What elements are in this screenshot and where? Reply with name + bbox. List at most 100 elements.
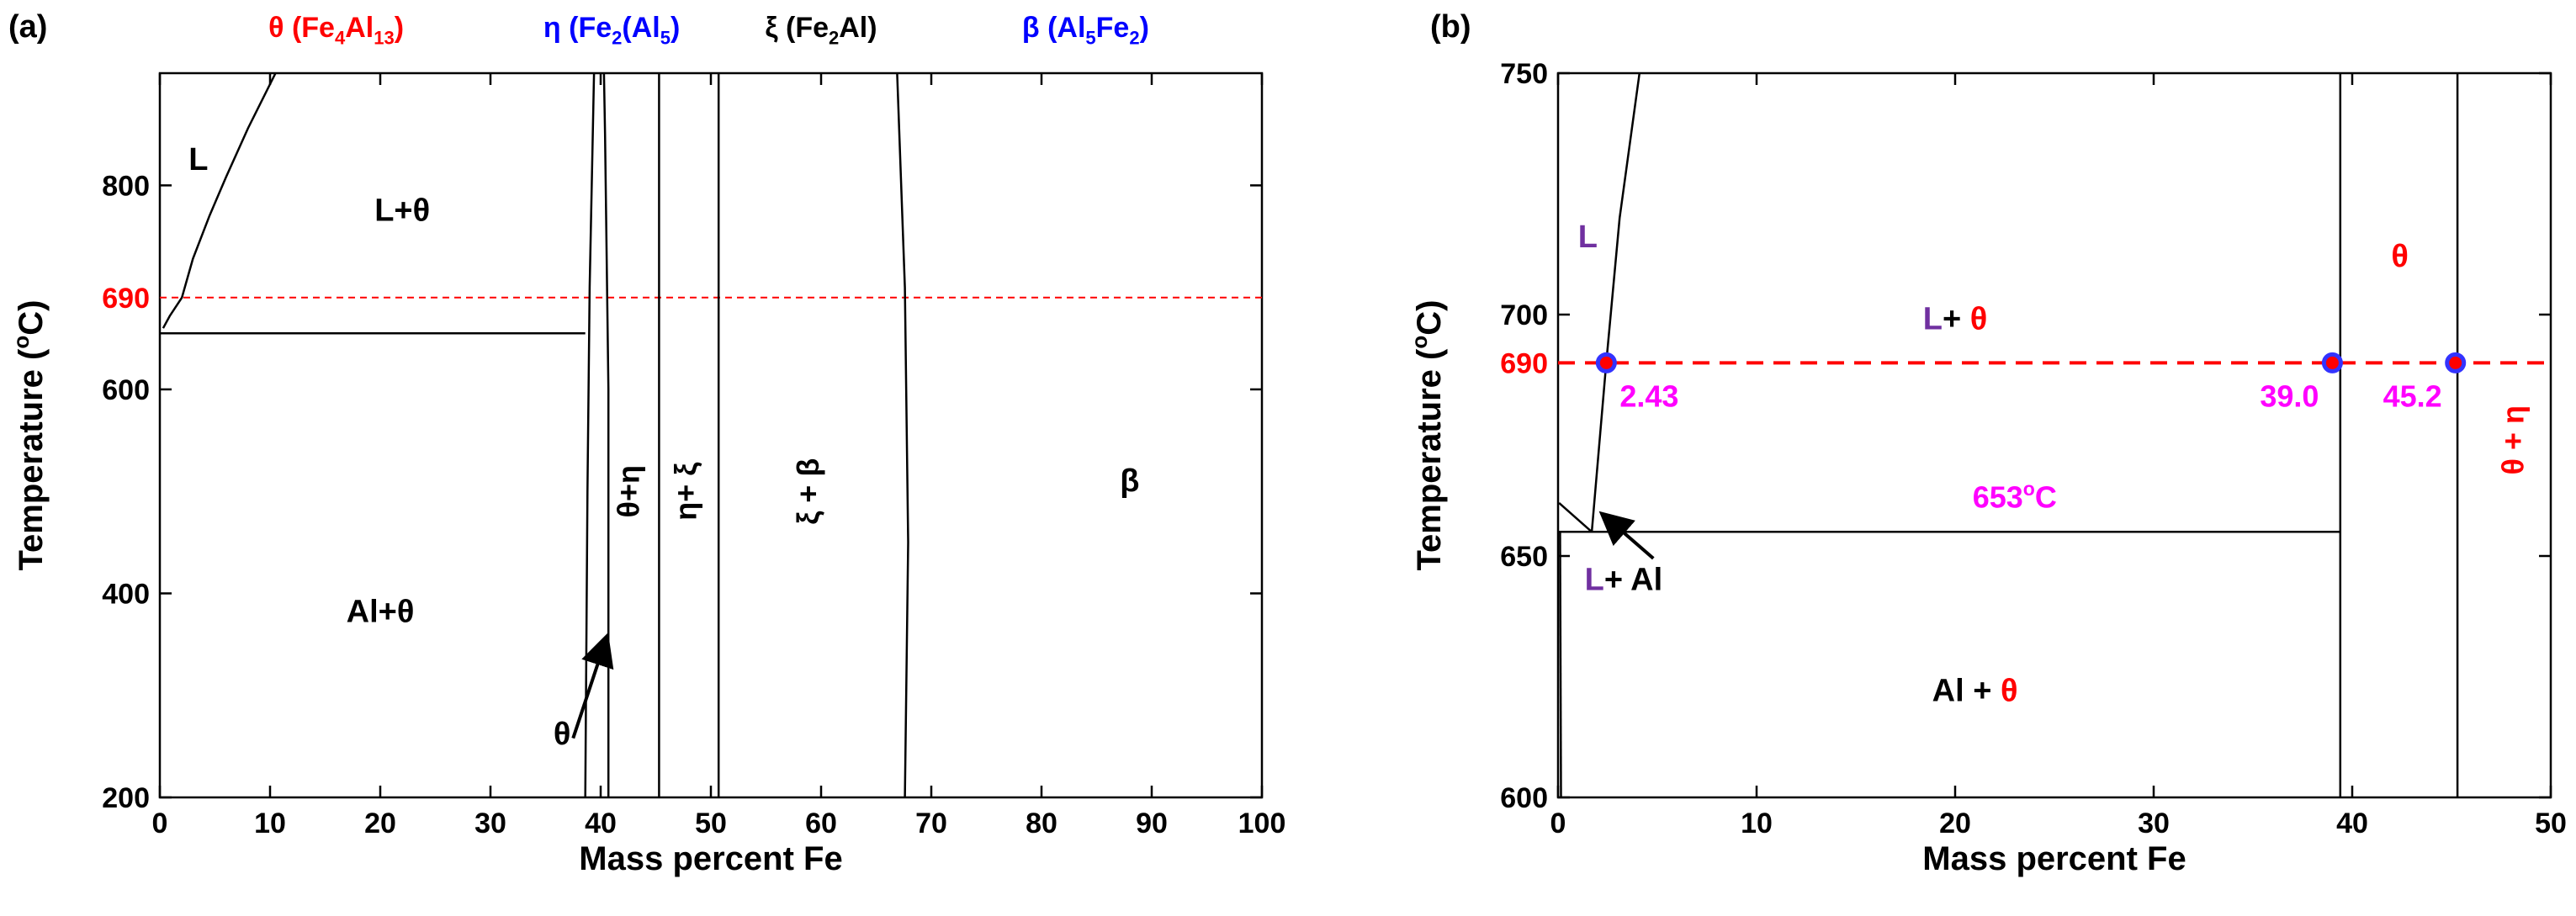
panel-b-temperature-annotation-part: o <box>2023 478 2035 500</box>
panel-a-phase-label-3-part: 5 <box>1085 28 1095 49</box>
panel-b-temperature-annotation-part: C <box>2035 480 2057 515</box>
panel-a-vertical-region-label: η+ ξ <box>668 462 702 521</box>
panel-a-phase-label-0-part: 13 <box>374 28 394 49</box>
panel-a-xlabel: Mass percent Fe <box>579 840 842 877</box>
panel-b-ylabel-part: Temperature ( <box>1411 348 1448 570</box>
panel-b-region-label-part: + <box>1943 302 1970 337</box>
panel-a-phase-label-0-part: 4 <box>335 28 346 49</box>
panel-a-xtick-label: 90 <box>1136 807 1168 839</box>
panel-a-vertical-region-label-part: η+ ξ <box>668 462 702 521</box>
panel-b-ylabel-part: C) <box>1411 300 1448 336</box>
panel-a-xtick-label: 20 <box>364 807 396 839</box>
panel-b-al-liquidus <box>1558 501 1593 533</box>
panel-a-region-label: θ <box>554 717 571 752</box>
panel-a-xtick-label: 50 <box>695 807 727 839</box>
panel-b-composition-point <box>1595 352 1617 373</box>
panel-b-region-label-part: θ <box>2001 674 2018 709</box>
panel-a-theta-right <box>602 72 610 797</box>
panel-a-phase-label-3-part: Fe <box>1096 12 1130 44</box>
panel-a-xtick-label: 100 <box>1238 807 1286 839</box>
panel-a-phase-label-1-part: (Al <box>622 12 660 44</box>
panel-b-region-label-part: L <box>1585 563 1604 598</box>
panel-b-region-label: Al + θ <box>1932 674 2018 709</box>
panel-a-xtick-label: 30 <box>474 807 506 839</box>
panel-b-vertical-region-label-part: θ <box>2495 458 2530 474</box>
panel-b-ytick-label: 700 <box>1500 299 1548 331</box>
panel-b-region-label: L <box>1578 220 1598 255</box>
panel-a-phase-label-1-part: ) <box>671 12 680 44</box>
panel-b-ylabel-part: o <box>1407 336 1432 349</box>
panel-b-composition-point <box>2445 352 2467 373</box>
panel-a-region-label-part: θ <box>554 717 571 752</box>
panel-a-vertical-region-label-part: ξ + β <box>790 458 824 525</box>
panel-a-region-label-part: L <box>188 142 208 177</box>
panel-b-xtick-label: 0 <box>1550 807 1566 839</box>
panel-b-ylabel: Temperature (oC) <box>1407 300 1448 571</box>
panel-b-ref-label: 690 <box>1500 347 1548 379</box>
panel-b-pointer-arrow <box>1598 511 1655 560</box>
panel-a-xtick-label: 40 <box>585 807 617 839</box>
panel-a-phase-label-2-part: 2 <box>829 28 839 49</box>
panel-b-vertical-region-label-part: + <box>2495 424 2530 458</box>
panel-b-xtick-label: 10 <box>1741 807 1773 839</box>
panel-b-temperature-annotation: 653oC <box>1973 478 2057 514</box>
panel-b-temperature-annotation-part: 653 <box>1973 480 2023 515</box>
panel-a-xtick-label: 80 <box>1026 807 1057 839</box>
panel-a-ylabel: Temperature (oC) <box>8 300 50 571</box>
panel-b-region-label-part: θ <box>2391 239 2409 274</box>
panel-a-ylabel-part: C) <box>13 300 50 336</box>
panel-a-region-label-part: L+θ <box>374 193 430 229</box>
panel-a-region-label: L <box>188 142 208 177</box>
panel-a-region-label-part: Al+θ <box>347 594 415 629</box>
panel-b-region-label-part: + Al <box>1604 563 1662 598</box>
panel-a-phase-label-3-part: ) <box>1140 12 1149 44</box>
panel-a-region-label: β <box>1120 463 1139 499</box>
panel-a-phase-label-1-part: 2 <box>612 28 622 49</box>
panel-b-xtick-label: 50 <box>2535 807 2567 839</box>
panel-b-point-label: 2.43 <box>1619 379 1678 413</box>
panel-a-vertical-region-label-part: θ+η <box>611 465 645 517</box>
panel-b-vertical-region-label: θ + η <box>2495 405 2530 475</box>
panel-a-ylabel-part: o <box>8 336 34 349</box>
panel-a-phase-label-1-part: η (Fe <box>543 12 612 44</box>
panel-a-liquidus <box>162 72 277 329</box>
panel-b-region-label: L+ θ <box>1923 302 1988 337</box>
panel-b-composition-point <box>2321 352 2343 373</box>
panel-a-pointer-arrow <box>571 632 614 739</box>
panel-b-al-solvus <box>1559 532 1562 798</box>
panel-a-ytick-label: 600 <box>102 374 150 406</box>
panel-a-vertical-region-label: ξ + β <box>790 458 824 525</box>
panel-a-phase-label-2-part: ξ (Fe <box>765 12 829 44</box>
panel-a-phase-label-3-part: β (Al <box>1022 12 1086 44</box>
panel-a-phase-label-1-part: 5 <box>660 28 671 49</box>
panel-b-point-label: 45.2 <box>2383 379 2442 413</box>
panel-a-phase-label-0-part: θ (Fe <box>268 12 335 44</box>
panel-a-beta-boundary <box>896 72 909 798</box>
panel-b-vertical-region-label-part: η <box>2495 405 2530 424</box>
panel-b-ytick-label: 750 <box>1500 58 1548 90</box>
panel-a-ref-label: 690 <box>102 283 150 315</box>
panel-b-liquidus <box>1590 72 1641 532</box>
panel-b-region-label: L+ Al <box>1585 563 1663 598</box>
panel-a-xtick-label: 10 <box>254 807 286 839</box>
panel-a-xtick-label: 0 <box>152 807 168 839</box>
panel-a-ytick-label: 800 <box>102 170 150 202</box>
panel-a-ylabel-part: Temperature ( <box>13 348 50 570</box>
panel-a-phase-label-3-part: 2 <box>1129 28 1139 49</box>
panel-a-phase-label-2: ξ (Fe2Al) <box>765 12 877 49</box>
panel-b-region-label-part: L <box>1923 302 1943 337</box>
panel-b-region-label-part: L <box>1578 220 1598 255</box>
panel-a-phase-label-0-part: ) <box>395 12 404 44</box>
panel-a-frame <box>158 71 1264 799</box>
panel-b-label: (b) <box>1430 9 1471 45</box>
panel-a-vertical-region-label: θ+η <box>611 465 645 517</box>
panel-b-xtick-label: 30 <box>2138 807 2170 839</box>
panel-a-phase-label-3: β (Al5Fe2) <box>1022 12 1149 49</box>
panel-b-ytick-label: 600 <box>1500 782 1548 814</box>
panel-a-label: (a) <box>8 9 47 45</box>
panel-a-phase-label-0-part: Al <box>345 12 374 44</box>
panel-a-region-label: Al+θ <box>347 594 415 629</box>
panel-a-phase-label-2-part: Al) <box>839 12 877 44</box>
panel-b-xtick-label: 20 <box>1939 807 1971 839</box>
